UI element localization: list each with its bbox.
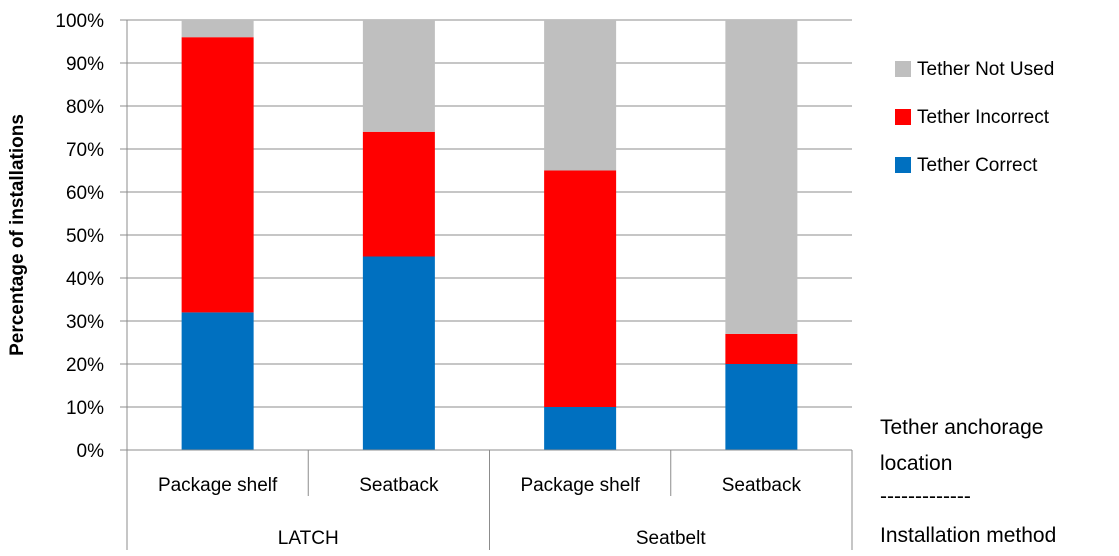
x-category-label: Seatback (359, 475, 439, 496)
legend-item: Tether Correct (895, 155, 1038, 176)
bar-segment-tether-correct (181, 312, 254, 450)
legend-swatch (895, 61, 911, 77)
x-category-label: Package shelf (158, 475, 278, 496)
legend-label: Tether Incorrect (917, 107, 1050, 128)
y-tick-label: 100% (55, 11, 104, 32)
y-tick-label: 80% (66, 97, 104, 118)
bar-segment-tether-correct (362, 256, 435, 450)
y-tick-label: 60% (66, 183, 104, 204)
bar-segment-tether-incorrect (725, 333, 798, 364)
axis-note-line1: Tether anchorage (880, 416, 1044, 439)
y-tick-label: 30% (66, 312, 104, 333)
x-category-label: Package shelf (520, 475, 640, 496)
bar-segment-tether-incorrect (544, 170, 617, 407)
bars (181, 20, 798, 450)
axis-note-line3: Installation method (880, 524, 1057, 547)
x-group-label: LATCH (278, 528, 339, 549)
legend-label: Tether Not Used (917, 59, 1054, 80)
bar-segment-tether-correct (725, 364, 798, 450)
bar-segment-tether-not-used (362, 20, 435, 132)
axis-note-separator: ------------- (880, 485, 971, 508)
legend-label: Tether Correct (917, 155, 1038, 176)
y-tick-label: 40% (66, 269, 104, 290)
bar-segment-tether-correct (544, 407, 617, 450)
y-tick-label: 10% (66, 398, 104, 419)
x-category-label: Seatback (722, 475, 802, 496)
bar-segment-tether-incorrect (362, 131, 435, 257)
y-tick-label: 0% (77, 441, 105, 462)
bar-segment-tether-not-used (181, 20, 254, 38)
y-tick-label: 20% (66, 355, 104, 376)
y-tick-label: 70% (66, 140, 104, 161)
bar-segment-tether-not-used (544, 20, 617, 171)
bar-segment-tether-incorrect (181, 37, 254, 313)
bar-segment-tether-not-used (725, 20, 798, 334)
legend: Tether Not Used Tether Incorrect Tether Co… (895, 59, 1054, 176)
x-category-axis: Package shelf Seatback Package shelf Seatba… (158, 450, 853, 550)
x-group-label: Seatbelt (636, 528, 706, 549)
legend-swatch (895, 157, 911, 173)
axis-note-line2: location (880, 452, 953, 475)
y-tick-label: 90% (66, 54, 104, 75)
legend-swatch (895, 109, 911, 125)
y-axis-title: Percentage of installations (7, 114, 28, 356)
y-tick-label: 50% (66, 226, 104, 247)
legend-item: Tether Not Used (895, 59, 1054, 80)
y-tick-labels: 0% 10% 20% 30% 40% 50% 60% 70% 80% 90% 100% (55, 11, 104, 462)
legend-item: Tether Incorrect (895, 107, 1050, 128)
